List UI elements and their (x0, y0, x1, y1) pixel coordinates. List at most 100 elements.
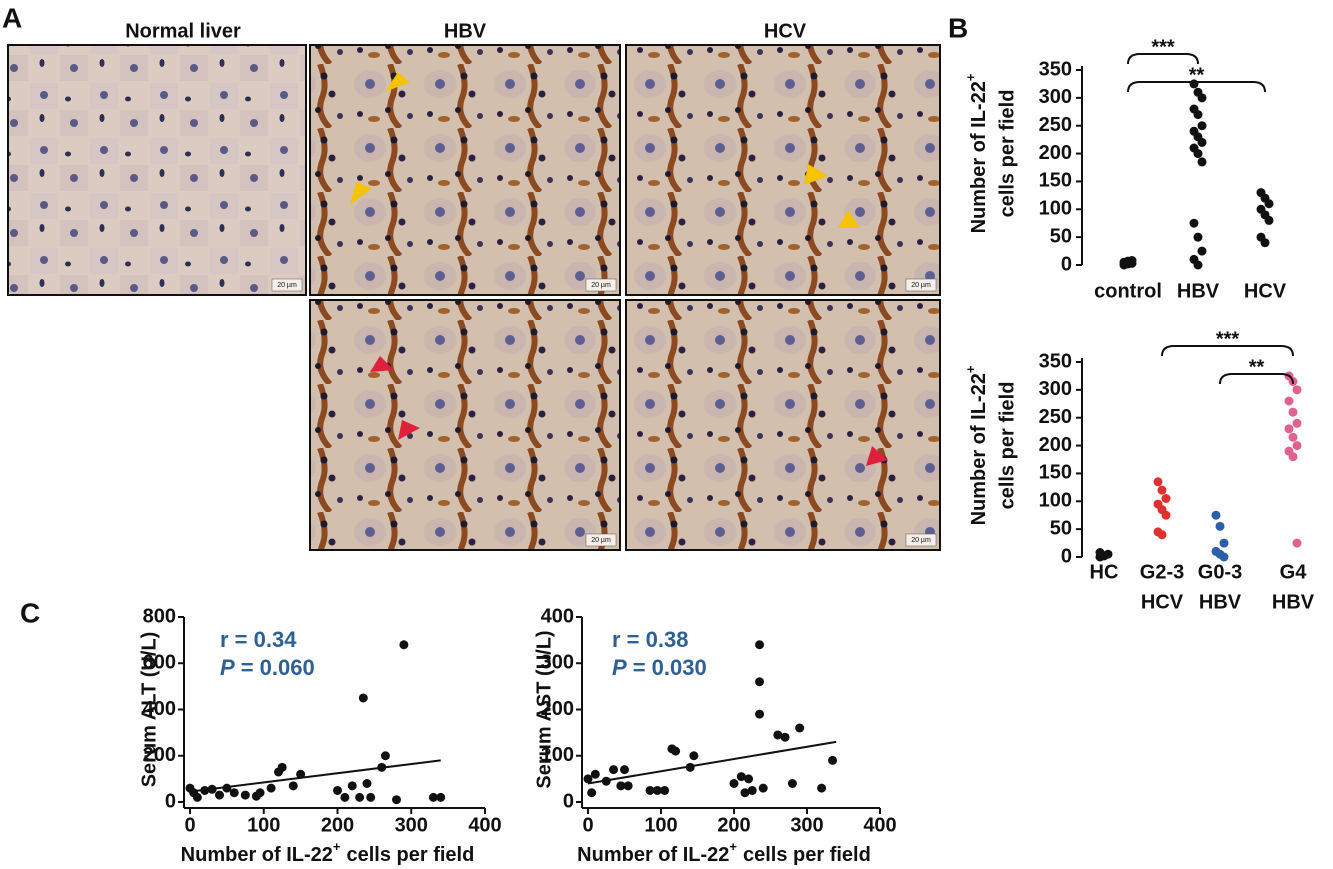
fit-line (587, 740, 837, 785)
axis-label-text: Number of IL-22+ cells per field (577, 839, 871, 866)
x-tick-label: 0 (582, 814, 593, 836)
scale-bar-box (585, 533, 617, 547)
y-tick-label: 200 (1039, 434, 1072, 456)
data-point (1288, 432, 1298, 442)
data-point (200, 785, 210, 795)
axis-label-main: Number of IL-22 (968, 373, 990, 525)
y-axis-label-text: Serum AST (U/L) (533, 630, 555, 788)
scale-bar-box (585, 278, 617, 292)
y-tick-label: 200 (541, 698, 574, 720)
y-axis-label: Serum ALT (U/L) (138, 632, 160, 788)
axis-label-sup: + (333, 839, 341, 854)
data-point (333, 785, 342, 795)
axis-label-main: Number of IL-22 (181, 844, 333, 866)
data-point (755, 677, 765, 687)
x-tick-label: HC (1090, 561, 1119, 583)
data-point (1161, 494, 1171, 503)
data-point (1260, 238, 1270, 248)
scale-bar-box (271, 278, 303, 292)
x-tick-label: control (1094, 280, 1162, 302)
x-tick-label: 300 (790, 814, 823, 836)
data-point (587, 788, 597, 798)
axis-label: Number of IL-22+ cells per field (963, 73, 1018, 233)
significance-bracket (1219, 373, 1294, 385)
data-point (428, 792, 438, 802)
x-tick-label: HBV (1272, 591, 1315, 613)
data-point (1153, 477, 1163, 487)
y-tick-label: 300 (1039, 378, 1072, 400)
y-tick-label: 400 (143, 698, 176, 720)
stat-p-symbol: P (220, 655, 235, 680)
data-point (436, 792, 446, 802)
data-point (645, 785, 655, 795)
y-tick-label: 150 (1039, 462, 1072, 484)
data-point (747, 785, 757, 795)
y-tick-label: 0 (563, 790, 574, 812)
data-point (1292, 385, 1302, 395)
axis-label: Number of IL-22+ cells per field (181, 839, 475, 866)
data-point (795, 723, 805, 733)
data-point (780, 732, 790, 742)
y-tick-label: 600 (143, 652, 176, 674)
axis-label-main: Number of IL-22 (577, 844, 729, 866)
scale-bar-label: 20 µm (277, 282, 297, 289)
data-point (755, 640, 765, 650)
y-tick-label: 100 (1039, 198, 1072, 220)
data-point (590, 769, 600, 779)
data-point (616, 781, 626, 791)
scale-bar-label: 20 µm (911, 537, 931, 544)
arrowhead (350, 182, 372, 205)
column-label: HCV (764, 20, 807, 42)
data-point (362, 779, 372, 788)
significance-label: ** (1189, 64, 1205, 86)
data-point (1264, 199, 1274, 209)
data-point (1193, 260, 1203, 270)
stat-r: r = 0.34 (220, 627, 297, 652)
data-point (192, 792, 202, 802)
stat-p-symbol: P (612, 655, 627, 680)
data-point (787, 779, 797, 788)
data-point (1095, 548, 1105, 558)
data-point (671, 746, 681, 756)
axis-label-text: Number of IL-22+ cells per field (181, 839, 475, 866)
x-tick-label: 100 (247, 814, 280, 836)
data-point (277, 762, 287, 772)
data-point (240, 790, 250, 800)
axis-label-text: cells per field (996, 382, 1018, 510)
y-tick-label: 100 (1039, 490, 1072, 512)
arrowhead (370, 356, 394, 372)
panel-label: B (948, 12, 968, 43)
data-point (1103, 549, 1113, 559)
data-point (1127, 256, 1137, 266)
data-point (355, 792, 365, 802)
arrowhead (866, 446, 888, 466)
significance-bracket (1127, 81, 1266, 93)
arrowhead (804, 164, 828, 185)
data-point (296, 769, 306, 779)
scale-bar-label: 20 µm (591, 537, 611, 544)
data-point (652, 785, 662, 795)
panel-label: A (2, 2, 22, 33)
x-tick-label: G2-3 (1140, 561, 1184, 583)
y-tick-label: 200 (143, 744, 176, 766)
axis-label-end: cells per field (743, 844, 871, 866)
x-tick-label: 0 (184, 814, 195, 836)
data-point (1292, 418, 1302, 428)
data-point (229, 788, 239, 798)
data-point (729, 779, 739, 788)
data-point (1211, 510, 1221, 520)
stat-r: r = 0.38 (612, 627, 688, 652)
data-point (1193, 110, 1203, 120)
data-point (358, 693, 368, 703)
data-point (758, 783, 768, 793)
axis-label-sup: + (963, 365, 978, 373)
data-point (773, 730, 783, 740)
data-point (366, 792, 376, 802)
x-tick-label: HCV (1141, 591, 1184, 613)
data-point (689, 751, 699, 761)
data-point (744, 774, 754, 784)
significance-bracket (1161, 345, 1294, 357)
data-point (1157, 530, 1167, 540)
significance-bracket (1127, 53, 1199, 65)
